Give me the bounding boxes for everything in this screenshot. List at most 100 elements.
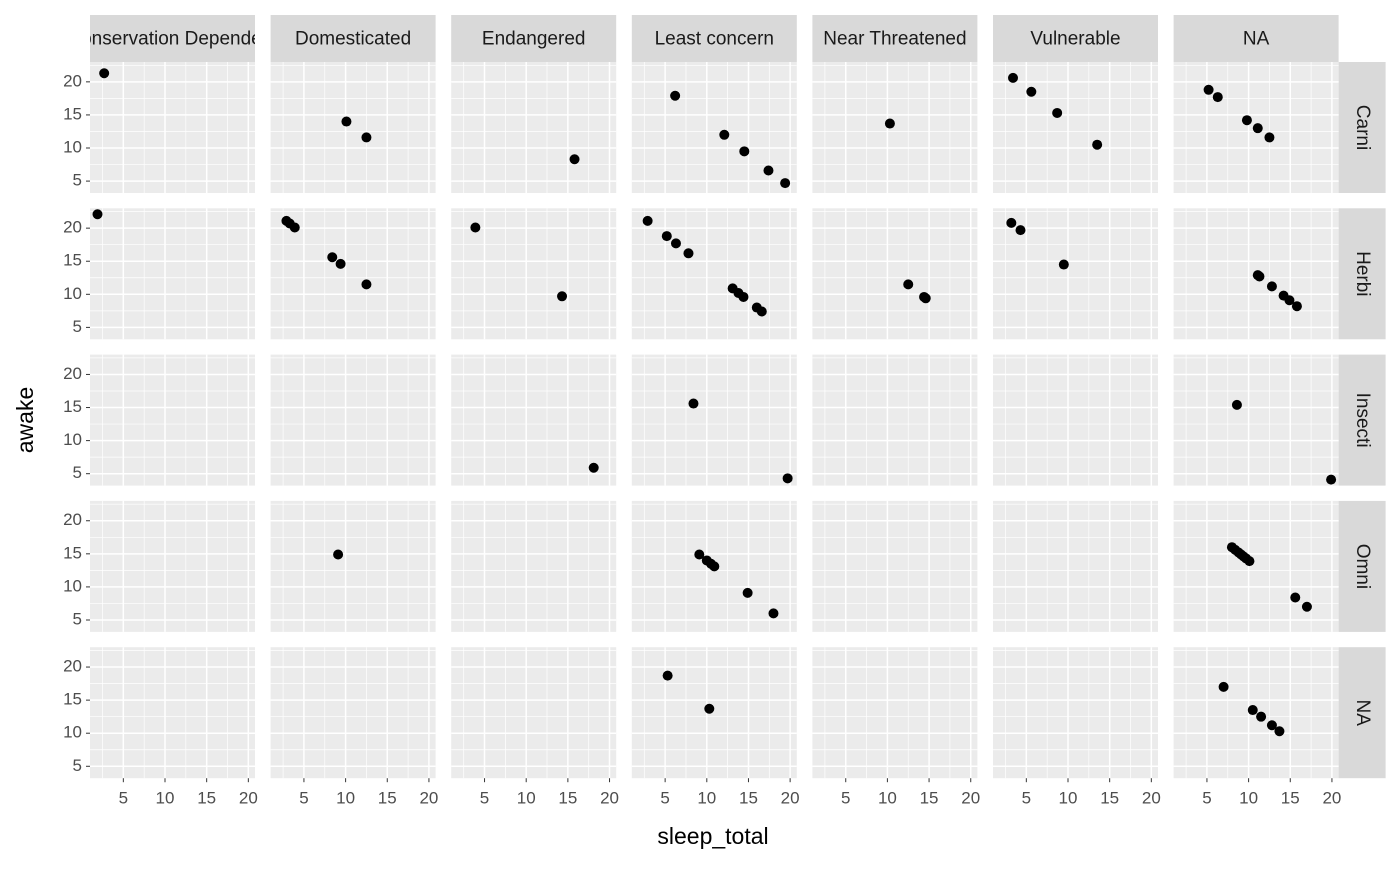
point — [569, 154, 580, 165]
column-strip — [270, 15, 436, 62]
column-strip — [993, 15, 1158, 62]
x-tick-label: 20 — [961, 789, 980, 808]
column-strip — [631, 15, 797, 62]
y-tick-label: 20 — [63, 364, 82, 383]
point — [335, 258, 346, 269]
point — [1290, 592, 1301, 603]
y-tick-label: 20 — [63, 657, 82, 676]
x-tick-label: 10 — [1059, 789, 1078, 808]
row-strip — [1338, 647, 1386, 779]
point — [1244, 556, 1255, 567]
row-strip — [1338, 62, 1386, 193]
x-tick-label: 15 — [1281, 789, 1300, 808]
column-strip-label: Vulnerable — [1030, 29, 1120, 50]
point — [1052, 107, 1063, 118]
point — [327, 252, 338, 263]
point — [361, 132, 372, 143]
x-tick-label: 5 — [299, 789, 308, 808]
x-tick-label: 5 — [841, 789, 850, 808]
column-strip-label: NA — [1243, 29, 1270, 50]
x-tick-label: 10 — [517, 789, 536, 808]
point — [1203, 84, 1214, 95]
point — [1241, 115, 1252, 126]
point — [588, 462, 599, 473]
column-strip-label: Endangered — [482, 29, 586, 50]
column-strip — [451, 15, 617, 62]
y-tick-label: 15 — [63, 104, 82, 123]
x-tick-label: 20 — [1142, 789, 1161, 808]
x-tick-label: 10 — [878, 789, 897, 808]
x-tick-label: 10 — [697, 789, 716, 808]
point — [1291, 301, 1302, 312]
point — [1058, 259, 1069, 270]
x-tick-label: 20 — [600, 789, 619, 808]
point — [557, 291, 568, 302]
x-tick-label: 5 — [1022, 789, 1031, 808]
y-tick-label: 10 — [63, 137, 82, 156]
point — [1266, 281, 1277, 292]
column-strip — [90, 15, 255, 62]
x-tick-label: 5 — [119, 789, 128, 808]
point — [361, 279, 372, 290]
point — [763, 165, 774, 176]
row-strip-label: Omni — [1352, 544, 1373, 589]
point — [99, 68, 110, 79]
y-tick-label: 5 — [73, 756, 82, 775]
point — [742, 587, 753, 598]
y-tick-label: 10 — [63, 430, 82, 449]
x-tick-label: 5 — [1202, 789, 1211, 808]
y-tick-label: 5 — [73, 463, 82, 482]
point — [289, 222, 300, 233]
x-axis-title: sleep_total — [657, 823, 768, 849]
point — [661, 231, 672, 242]
y-tick-label: 10 — [63, 576, 82, 595]
point — [1266, 720, 1277, 731]
point — [662, 670, 673, 681]
y-tick-label: 5 — [73, 171, 82, 190]
row-strip-label: Herbi — [1352, 251, 1373, 296]
point — [1252, 123, 1263, 134]
x-tick-label: 15 — [739, 789, 758, 808]
point — [683, 248, 694, 259]
row-strip-label: NA — [1352, 699, 1373, 726]
point — [1218, 681, 1229, 692]
point — [782, 473, 793, 484]
x-tick-label: 20 — [1322, 789, 1341, 808]
point — [709, 561, 720, 572]
y-tick-label: 20 — [63, 71, 82, 90]
point — [1254, 271, 1265, 282]
x-tick-label: 5 — [480, 789, 489, 808]
row-strip — [1338, 500, 1386, 632]
column-strip-label: Least concern — [655, 29, 774, 50]
point — [1284, 295, 1295, 306]
row-strip — [1338, 354, 1386, 486]
point — [780, 178, 791, 189]
point — [903, 279, 914, 290]
row-strip-label: Insecti — [1352, 393, 1373, 448]
point — [719, 129, 730, 140]
point — [642, 215, 653, 226]
point — [768, 608, 779, 619]
x-tick-label: 15 — [558, 789, 577, 808]
column-strip — [812, 15, 978, 62]
point — [1264, 132, 1275, 143]
y-tick-label: 5 — [73, 317, 82, 336]
column-strip-label: Conservation Dependent — [67, 29, 278, 50]
x-tick-label: 20 — [419, 789, 438, 808]
x-tick-label: 10 — [336, 789, 355, 808]
point — [670, 238, 681, 249]
point — [1256, 711, 1267, 722]
row-strip-label: Carni — [1352, 105, 1373, 150]
x-tick-label: 15 — [920, 789, 939, 808]
point — [92, 209, 103, 220]
column-strip-label: Near Threatened — [823, 29, 966, 50]
point — [670, 90, 681, 101]
y-tick-label: 15 — [63, 690, 82, 709]
point — [1092, 139, 1103, 150]
point — [1015, 225, 1026, 236]
x-tick-label: 15 — [197, 789, 216, 808]
y-tick-label: 15 — [63, 397, 82, 416]
point — [1026, 86, 1037, 97]
point — [739, 146, 750, 157]
